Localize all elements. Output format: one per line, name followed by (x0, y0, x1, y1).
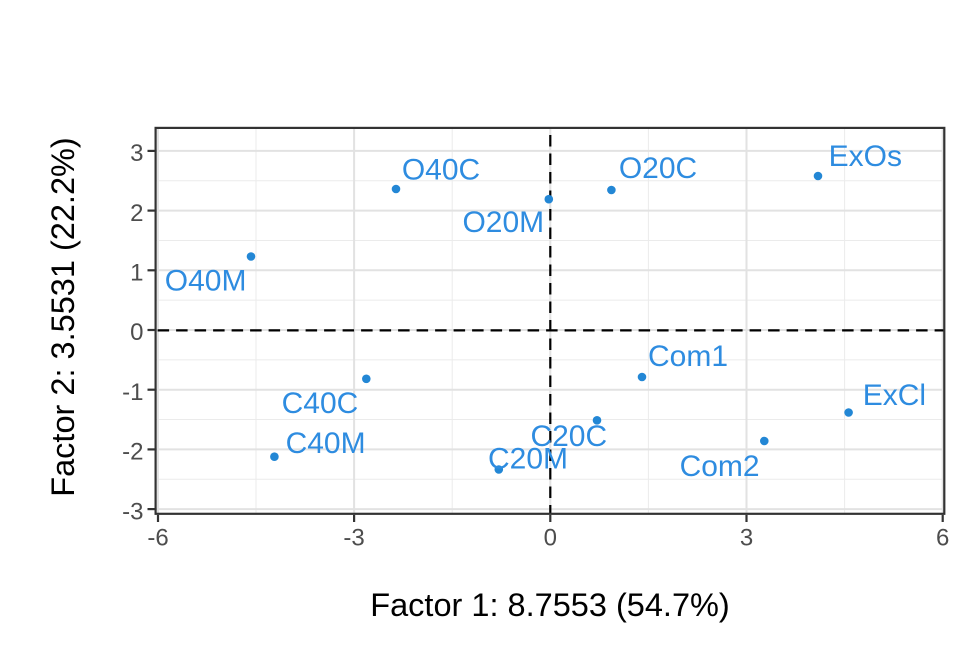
svg-text:-3: -3 (122, 498, 143, 525)
svg-text:-6: -6 (147, 525, 168, 552)
svg-text:0: 0 (544, 525, 557, 552)
svg-text:Com2: Com2 (680, 450, 760, 483)
svg-text:3: 3 (130, 140, 143, 167)
svg-text:0: 0 (130, 319, 143, 346)
svg-text:Com1: Com1 (648, 340, 728, 373)
svg-text:ExOs: ExOs (829, 140, 902, 173)
svg-text:C20C: C20C (530, 420, 607, 453)
svg-text:C40C: C40C (282, 387, 359, 420)
svg-text:1: 1 (130, 260, 143, 287)
svg-text:C20M: C20M (488, 443, 568, 476)
svg-text:-2: -2 (122, 439, 143, 466)
svg-text:6: 6 (936, 525, 949, 552)
svg-text:3: 3 (740, 525, 753, 552)
svg-text:O40C: O40C (402, 154, 480, 187)
svg-text:O40M: O40M (165, 265, 247, 298)
svg-text:O20C: O20C (619, 152, 697, 185)
svg-text:Factor 1: 8.7553 (54.7%): Factor 1: 8.7553 (54.7%) (370, 587, 730, 623)
svg-text:ExCl: ExCl (863, 379, 926, 412)
svg-text:-1: -1 (122, 379, 143, 406)
svg-text:Factor 2: 3.5531 (22.2%): Factor 2: 3.5531 (22.2%) (45, 137, 81, 497)
svg-text:-3: -3 (343, 525, 364, 552)
svg-text:O20M: O20M (462, 206, 544, 239)
svg-text:C40M: C40M (286, 427, 366, 460)
svg-text:2: 2 (130, 200, 143, 227)
